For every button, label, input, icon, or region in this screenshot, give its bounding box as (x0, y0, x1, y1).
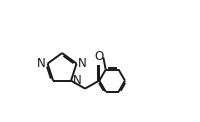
Text: O: O (94, 50, 103, 63)
Text: N: N (72, 74, 81, 87)
Text: N: N (78, 57, 86, 70)
Text: N: N (37, 57, 46, 70)
